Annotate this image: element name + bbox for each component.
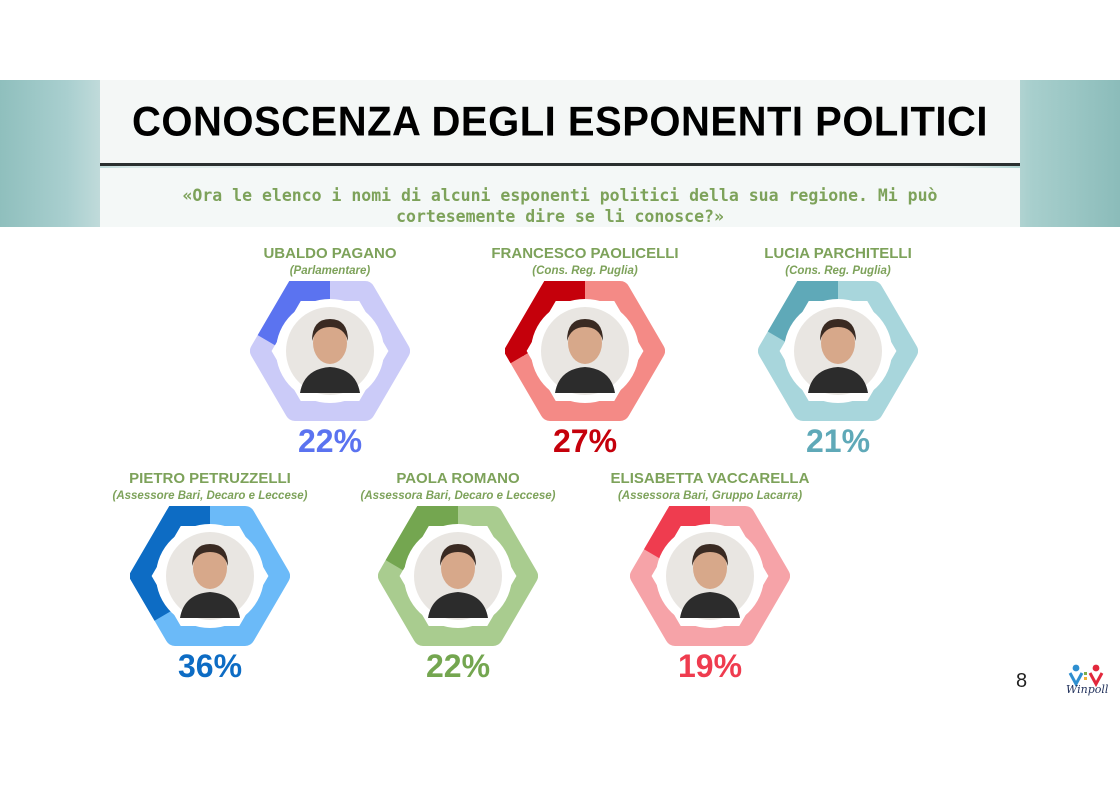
politician-role: (Cons. Reg. Puglia) — [785, 265, 891, 277]
politician-card: PIETRO PETRUZZELLI (Assessore Bari, Decar… — [90, 470, 330, 710]
donut-value-arc — [250, 281, 410, 421]
title-box: CONOSCENZA DEGLI ESPONENTI POLITICI — [100, 80, 1020, 164]
hex-donut-chart — [378, 506, 538, 646]
title-divider — [100, 163, 1020, 166]
politician-name: LUCIA PARCHITELLI — [764, 245, 912, 262]
percentage-label: 21% — [805, 423, 871, 459]
politician-name: PAOLA ROMANO — [396, 470, 520, 487]
politician-role: (Parlamentare) — [289, 265, 371, 277]
politician-card: LUCIA PARCHITELLI (Cons. Reg. Puglia) 21% — [718, 245, 958, 485]
ubaldo-pagano-photo — [286, 307, 374, 395]
politician-role: (Assessora Bari, Gruppo Lacarra) — [617, 490, 803, 502]
politician-name: UBALDO PAGANO — [263, 245, 397, 262]
logo-text: Winpoll — [1066, 683, 1109, 696]
francesco-paolicelli-photo — [541, 307, 629, 395]
hex-donut-chart — [505, 281, 665, 421]
question-subtitle: «Ora le elenco i nomi di alcuni esponent… — [182, 186, 938, 226]
politician-name: ELISABETTA VACCARELLA — [610, 470, 810, 487]
hex-donut-chart — [758, 281, 918, 421]
politician-card: FRANCESCO PAOLICELLI (Cons. Reg. Puglia) 2… — [465, 245, 705, 485]
pietro-petruzzelli-photo — [166, 532, 254, 620]
lucia-parchitelli-photo — [794, 307, 882, 395]
politician-card: PAOLA ROMANO (Assessora Bari, Decaro e Le… — [338, 470, 578, 710]
page-number: 8 — [1016, 670, 1028, 692]
hex-donut-chart — [630, 506, 790, 646]
percentage-label: 27% — [552, 423, 618, 459]
politician-name: PIETRO PETRUZZELLI — [129, 470, 291, 487]
donut-value-arc — [630, 506, 790, 646]
percentage-label: 22% — [297, 423, 363, 459]
politician-card: ELISABETTA VACCARELLA (Assessora Bari, Gr… — [590, 470, 830, 710]
politician-card: UBALDO PAGANO (Parlamentare) 22% — [210, 245, 450, 485]
percentage-label: 36% — [177, 648, 243, 684]
percentage-label: 22% — [425, 648, 491, 684]
hex-donut-chart — [130, 506, 290, 646]
politician-role: (Cons. Reg. Puglia) — [532, 265, 638, 277]
subtitle-box — [100, 168, 1020, 227]
elisabetta-vaccarella-photo — [666, 532, 754, 620]
politician-role: (Assessore Bari, Decaro e Leccese) — [112, 490, 308, 502]
donut-value-arc — [378, 506, 538, 646]
donut-value-arc — [505, 281, 665, 421]
percentage-label: 19% — [677, 648, 743, 684]
politician-name: FRANCESCO PAOLICELLI — [491, 245, 679, 262]
donut-value-arc — [758, 281, 918, 421]
politician-role: (Assessora Bari, Decaro e Leccese) — [360, 490, 556, 502]
donut-value-arc — [130, 506, 290, 646]
winpoll-logo: Winpoll — [1066, 664, 1109, 696]
hex-donut-chart — [250, 281, 410, 421]
page-title: CONOSCENZA DEGLI ESPONENTI POLITICI — [131, 98, 989, 145]
paola-romano-photo — [414, 532, 502, 620]
